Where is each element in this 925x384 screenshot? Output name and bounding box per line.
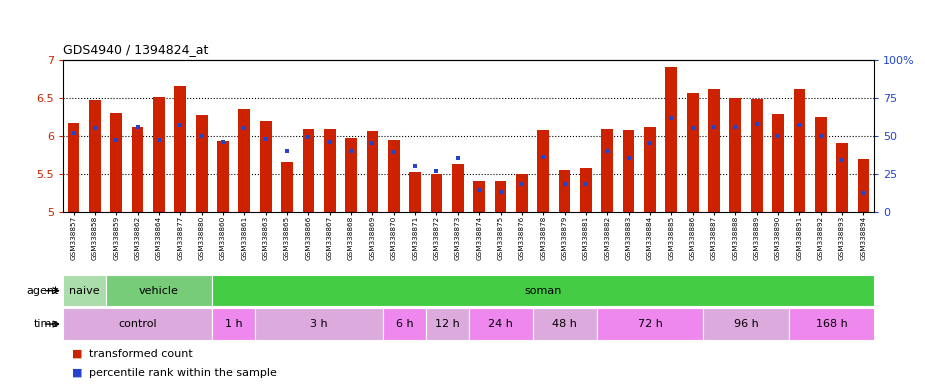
Bar	[516, 174, 528, 212]
Bar	[383, 308, 426, 340]
Bar	[68, 123, 80, 212]
Bar	[366, 131, 378, 212]
Bar	[559, 170, 571, 212]
Bar	[388, 139, 400, 212]
Bar	[302, 129, 315, 212]
Bar	[63, 275, 105, 306]
Bar	[703, 308, 789, 340]
Bar	[623, 131, 635, 212]
Bar	[260, 121, 272, 212]
Bar	[213, 308, 255, 340]
Bar	[239, 109, 251, 212]
Bar	[63, 308, 213, 340]
Bar	[217, 141, 228, 212]
Bar	[426, 308, 468, 340]
Bar	[324, 129, 336, 212]
Text: 24 h: 24 h	[488, 319, 513, 329]
Text: naive: naive	[69, 286, 100, 296]
Text: 96 h: 96 h	[734, 319, 758, 329]
Bar	[468, 308, 533, 340]
Bar	[580, 168, 592, 212]
Bar	[495, 181, 506, 212]
Bar	[533, 308, 597, 340]
Bar	[665, 68, 677, 212]
Bar	[345, 138, 357, 212]
Bar	[431, 174, 442, 212]
Bar	[709, 89, 720, 212]
Text: percentile rank within the sample: percentile rank within the sample	[89, 368, 277, 378]
Bar	[196, 114, 207, 212]
Text: GDS4940 / 1394824_at: GDS4940 / 1394824_at	[63, 43, 208, 56]
Bar	[836, 142, 848, 212]
Bar	[730, 98, 741, 212]
Bar	[175, 86, 186, 212]
Text: ■: ■	[72, 368, 82, 378]
Bar	[474, 181, 485, 212]
Bar	[597, 308, 703, 340]
Text: agent: agent	[27, 286, 59, 296]
Text: 168 h: 168 h	[816, 319, 847, 329]
Bar	[255, 308, 383, 340]
Bar	[751, 99, 762, 212]
Bar	[213, 275, 874, 306]
Text: soman: soman	[524, 286, 561, 296]
Bar	[794, 89, 806, 212]
Bar	[110, 113, 122, 212]
Text: 6 h: 6 h	[396, 319, 413, 329]
Bar	[815, 117, 827, 212]
Bar	[772, 114, 783, 212]
Text: time: time	[34, 319, 59, 329]
Text: 72 h: 72 h	[637, 319, 662, 329]
Text: 48 h: 48 h	[552, 319, 577, 329]
Bar	[105, 275, 213, 306]
Bar	[154, 97, 165, 212]
Text: 1 h: 1 h	[225, 319, 242, 329]
Text: control: control	[118, 319, 157, 329]
Bar	[601, 129, 613, 212]
Text: vehicle: vehicle	[139, 286, 179, 296]
Bar	[452, 164, 463, 212]
Text: transformed count: transformed count	[89, 349, 192, 359]
Bar	[409, 172, 421, 212]
Bar	[131, 127, 143, 212]
Bar	[281, 162, 293, 212]
Bar	[89, 100, 101, 212]
Bar	[789, 308, 874, 340]
Text: 3 h: 3 h	[310, 319, 327, 329]
Text: 12 h: 12 h	[435, 319, 460, 329]
Bar	[857, 159, 869, 212]
Bar	[644, 127, 656, 212]
Bar	[537, 131, 549, 212]
Text: ■: ■	[72, 349, 82, 359]
Bar	[686, 93, 698, 212]
